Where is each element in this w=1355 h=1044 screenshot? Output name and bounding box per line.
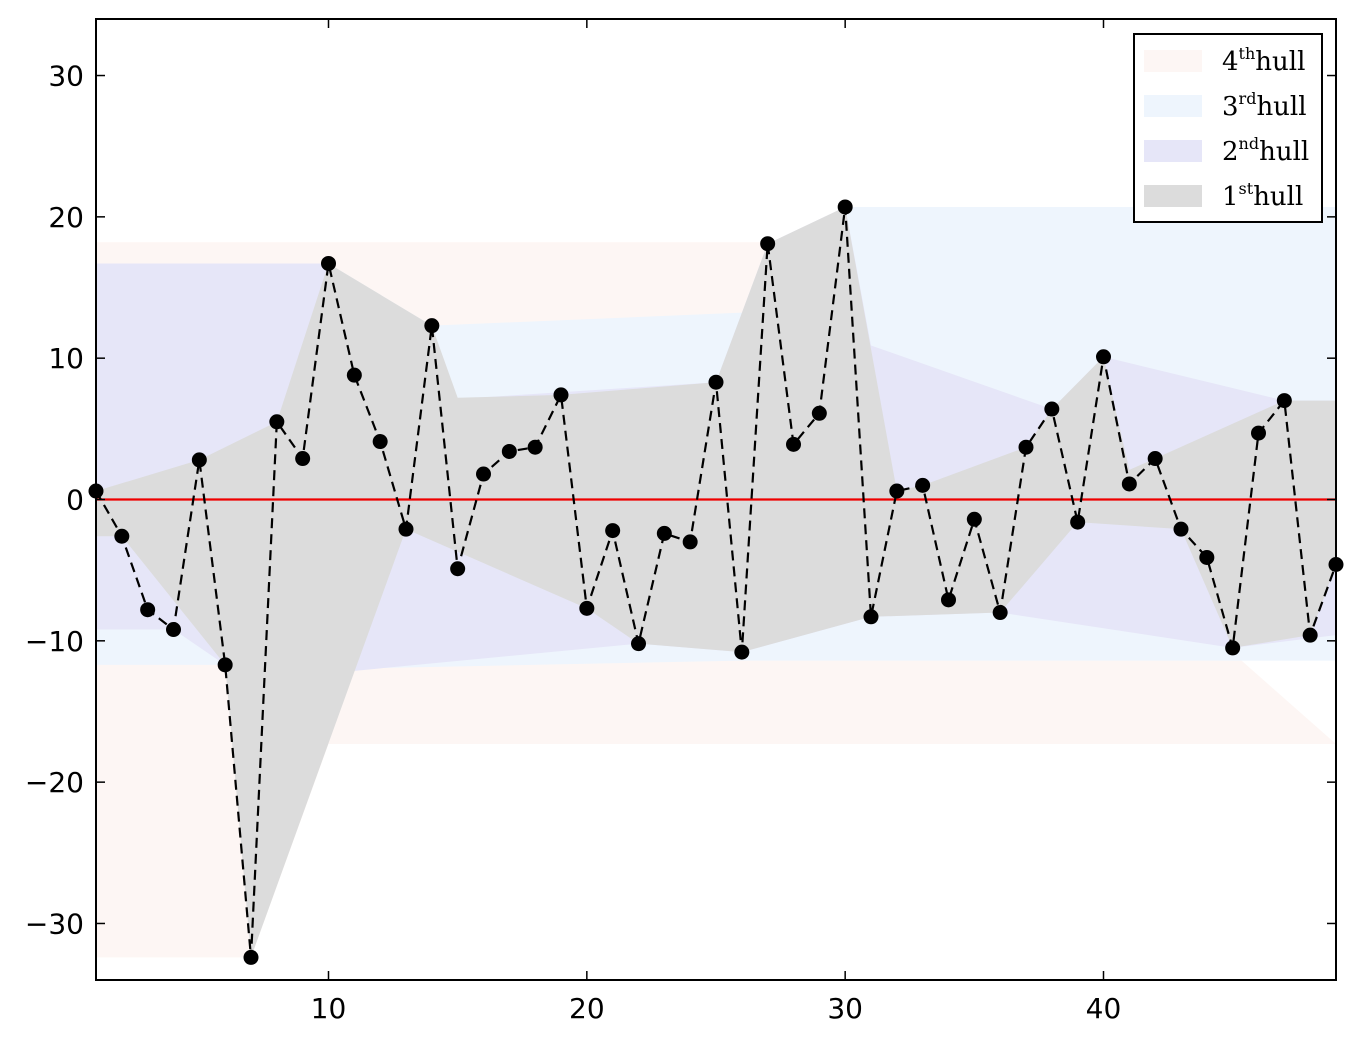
data-point (1251, 425, 1266, 441)
data-point (786, 436, 801, 452)
hull-band-1st (96, 206, 1336, 958)
legend-label: 1sthull (1222, 179, 1303, 212)
y-tick-label: 0 (66, 484, 84, 517)
legend-label: 4thhull (1222, 44, 1305, 77)
data-point (605, 523, 621, 539)
x-tick-label: 10 (311, 992, 347, 1025)
data-point (915, 477, 931, 493)
data-point (553, 387, 569, 403)
data-point (1225, 640, 1241, 656)
hull-bands (96, 206, 1336, 958)
data-point (1173, 521, 1189, 537)
data-point (321, 255, 336, 271)
data-point (579, 600, 595, 616)
axis-ticks: 10 20 30 40 30 20 10 0 −10 −20 −30 (25, 19, 1336, 1025)
y-tick-label: −30 (25, 907, 84, 940)
legend: 4thhull 3rdhull 2ndhull 1sthull (1133, 33, 1323, 223)
data-point (114, 528, 130, 544)
data-point (1147, 451, 1163, 467)
data-point (1018, 439, 1034, 455)
data-point (1070, 514, 1086, 530)
data-point (656, 525, 672, 541)
data-point (1276, 393, 1292, 409)
data-point (966, 511, 982, 527)
data-point (1121, 476, 1137, 492)
data-point (372, 434, 388, 450)
data-point (1044, 401, 1060, 417)
data-point (191, 452, 207, 468)
legend-label: 2ndhull (1222, 134, 1309, 167)
data-point (501, 443, 517, 459)
y-tick-label: −10 (25, 625, 84, 658)
data-point (166, 622, 181, 638)
x-tick-label: 20 (569, 992, 605, 1025)
data-point (863, 609, 879, 625)
y-tick-label: 10 (48, 342, 84, 375)
data-point (811, 405, 827, 421)
data-point (682, 534, 698, 550)
data-point (346, 367, 362, 383)
data-point (941, 592, 956, 608)
data-series (88, 199, 1344, 965)
data-point (837, 199, 853, 215)
y-tick-label: −20 (25, 766, 84, 799)
data-point (527, 439, 543, 455)
data-point (295, 451, 311, 467)
data-point (217, 657, 233, 673)
data-point (450, 561, 466, 577)
data-point (708, 374, 724, 390)
x-tick-label: 40 (1086, 992, 1122, 1025)
data-point (734, 644, 750, 660)
data-point (424, 318, 440, 334)
legend-swatch (1144, 50, 1202, 72)
y-tick-label: 20 (48, 201, 84, 234)
data-point (889, 483, 905, 499)
data-point (398, 521, 414, 537)
plot-frame (95, 18, 1337, 981)
data-point (1096, 349, 1111, 365)
data-point (760, 236, 776, 252)
legend-swatch (1144, 95, 1202, 117)
data-point (140, 602, 156, 618)
x-tick-label: 30 (827, 992, 863, 1025)
data-point (992, 605, 1008, 621)
y-tick-label: 30 (48, 60, 84, 93)
legend-swatch (1144, 140, 1202, 162)
data-point (1302, 627, 1318, 643)
legend-label: 3rdhull (1222, 89, 1307, 122)
legend-swatch (1144, 185, 1202, 207)
data-point (631, 636, 646, 652)
data-point (243, 949, 259, 965)
data-point (1199, 549, 1215, 565)
data-point (269, 414, 285, 430)
data-point (476, 466, 491, 482)
